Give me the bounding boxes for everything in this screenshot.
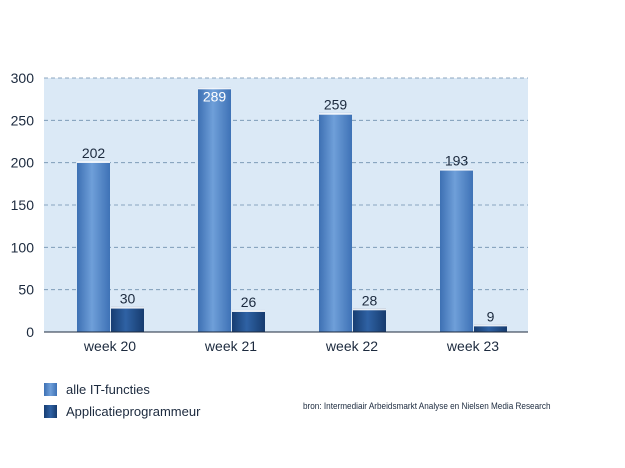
legend-swatch-alle-it-functies <box>44 383 57 396</box>
bar-alle-it-functies-4 <box>440 169 473 332</box>
y-tick-label: 100 <box>11 239 35 255</box>
source-note: bron: Intermediair Arbeidsmarkt Analyse … <box>303 401 550 412</box>
y-tick-label: 300 <box>11 70 35 86</box>
bar-alle-it-functies-3 <box>319 113 352 332</box>
bar-top-highlight <box>319 113 352 115</box>
bar-top-highlight <box>111 307 144 309</box>
legend-label-applicatieprogrammeur: Applicatieprogrammeur <box>66 404 200 419</box>
y-tick-label: 150 <box>11 197 35 213</box>
y-tick-label: 0 <box>26 324 34 340</box>
bar-alle-it-functies-2 <box>198 87 231 332</box>
bar-applicatieprogrammeur-3 <box>353 308 386 332</box>
bar-top-highlight <box>77 161 110 163</box>
x-tick-label: week 20 <box>83 338 136 354</box>
x-tick-label: week 23 <box>446 338 499 354</box>
data-label: 26 <box>241 294 257 310</box>
y-tick-label: 250 <box>11 112 35 128</box>
data-label: 259 <box>324 97 348 113</box>
bar-top-highlight <box>353 308 386 310</box>
bar-top-highlight <box>440 169 473 171</box>
bar-top-highlight <box>232 310 265 312</box>
bar-alle-it-functies-1 <box>77 161 110 332</box>
bar-top-highlight <box>474 324 507 326</box>
data-label: 289 <box>203 88 227 104</box>
legend-swatch-applicatieprogrammeur <box>44 405 57 418</box>
legend-item-applicatieprogrammeur: Applicatieprogrammeur <box>44 400 200 422</box>
data-label: 193 <box>445 153 469 169</box>
bar-applicatieprogrammeur-2 <box>232 310 265 332</box>
x-tick-label: week 21 <box>204 338 257 354</box>
bar-applicatieprogrammeur-1 <box>111 307 144 332</box>
y-tick-label: 50 <box>18 282 34 298</box>
x-tick-label: week 22 <box>325 338 378 354</box>
data-label: 9 <box>487 308 495 324</box>
y-tick-label: 200 <box>11 155 35 171</box>
x-axis-ticks: week 20 week 21 week 22 week 23 <box>83 338 499 354</box>
data-label: 28 <box>362 292 378 308</box>
legend-item-alle-it-functies: alle IT-functies <box>44 378 200 400</box>
data-label: 202 <box>82 145 106 161</box>
data-label: 30 <box>120 291 136 307</box>
legend-label-alle-it-functies: alle IT-functies <box>66 382 150 397</box>
legend: alle IT-functies Applicatieprogrammeur <box>44 378 200 422</box>
y-axis-ticks: 0 50 100 150 200 250 300 <box>11 70 35 340</box>
